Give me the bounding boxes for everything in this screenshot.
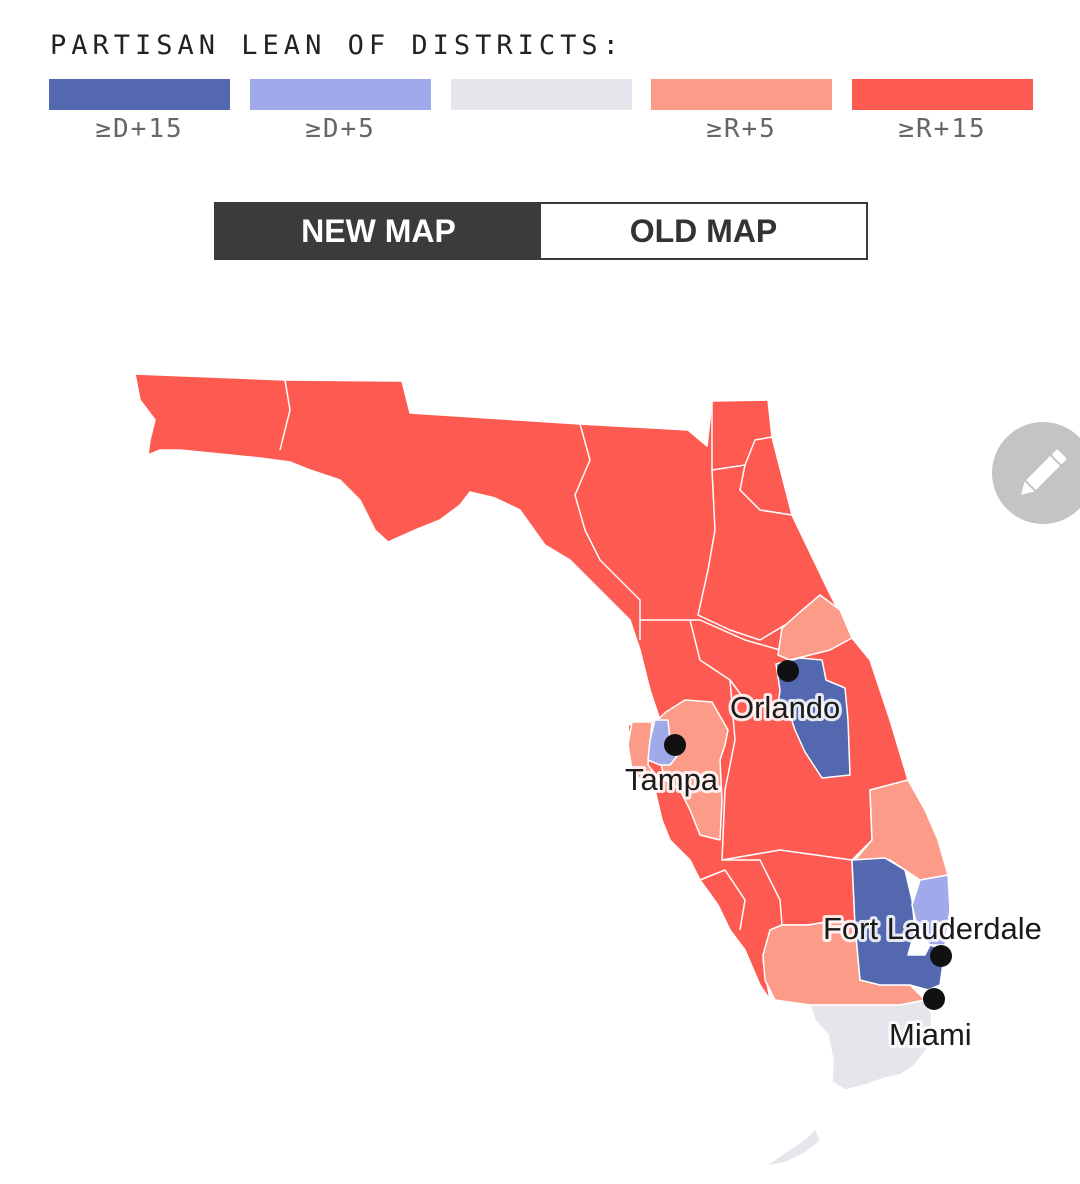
city-label-miami: Miami <box>889 1017 972 1052</box>
tampa-marker[interactable] <box>664 734 686 756</box>
new-map-button[interactable]: NEW MAP <box>216 204 541 258</box>
district-keys-tossup[interactable] <box>809 999 933 1091</box>
district-tampa-west-lean-r[interactable] <box>627 721 661 786</box>
legend-swatch-d5 <box>250 79 431 110</box>
legend-label-r5: ≥R+5 <box>706 114 777 144</box>
city-markers <box>664 660 952 1010</box>
legend-label-r15: ≥R+15 <box>898 114 987 144</box>
legend-swatch-r5 <box>651 79 832 110</box>
orlando-marker[interactable] <box>777 660 799 682</box>
legend-label-d5: ≥D+5 <box>305 114 376 144</box>
city-label-orlando: Orlando <box>730 690 840 725</box>
district-keys-islands[interactable] <box>768 1130 820 1165</box>
city-label-tampa: Tampa <box>625 762 719 797</box>
legend-swatch-even <box>451 79 632 110</box>
city-label-fort-lauderdale: Fort Lauderdale <box>823 911 1042 946</box>
district-orlando-north-lean-r[interactable] <box>777 594 853 661</box>
miami-marker[interactable] <box>923 988 945 1010</box>
pencil-icon <box>1021 449 1067 495</box>
fort-lauderdale-marker[interactable] <box>930 945 952 967</box>
legend-swatch-d15 <box>49 79 230 110</box>
district-east-coast-lean-r[interactable] <box>854 779 949 881</box>
legend-label-d15: ≥D+15 <box>95 114 184 144</box>
district-orlando-safe-d[interactable] <box>775 657 851 779</box>
legend-title: PARTISAN LEAN OF DISTRICTS: <box>50 30 624 61</box>
legend-swatch-r15 <box>852 79 1033 110</box>
old-map-button[interactable]: OLD MAP <box>541 204 866 258</box>
map-toggle: NEW MAP OLD MAP <box>214 202 868 260</box>
district-broward-lean-d[interactable] <box>911 874 951 946</box>
edit-button[interactable] <box>992 422 1080 524</box>
